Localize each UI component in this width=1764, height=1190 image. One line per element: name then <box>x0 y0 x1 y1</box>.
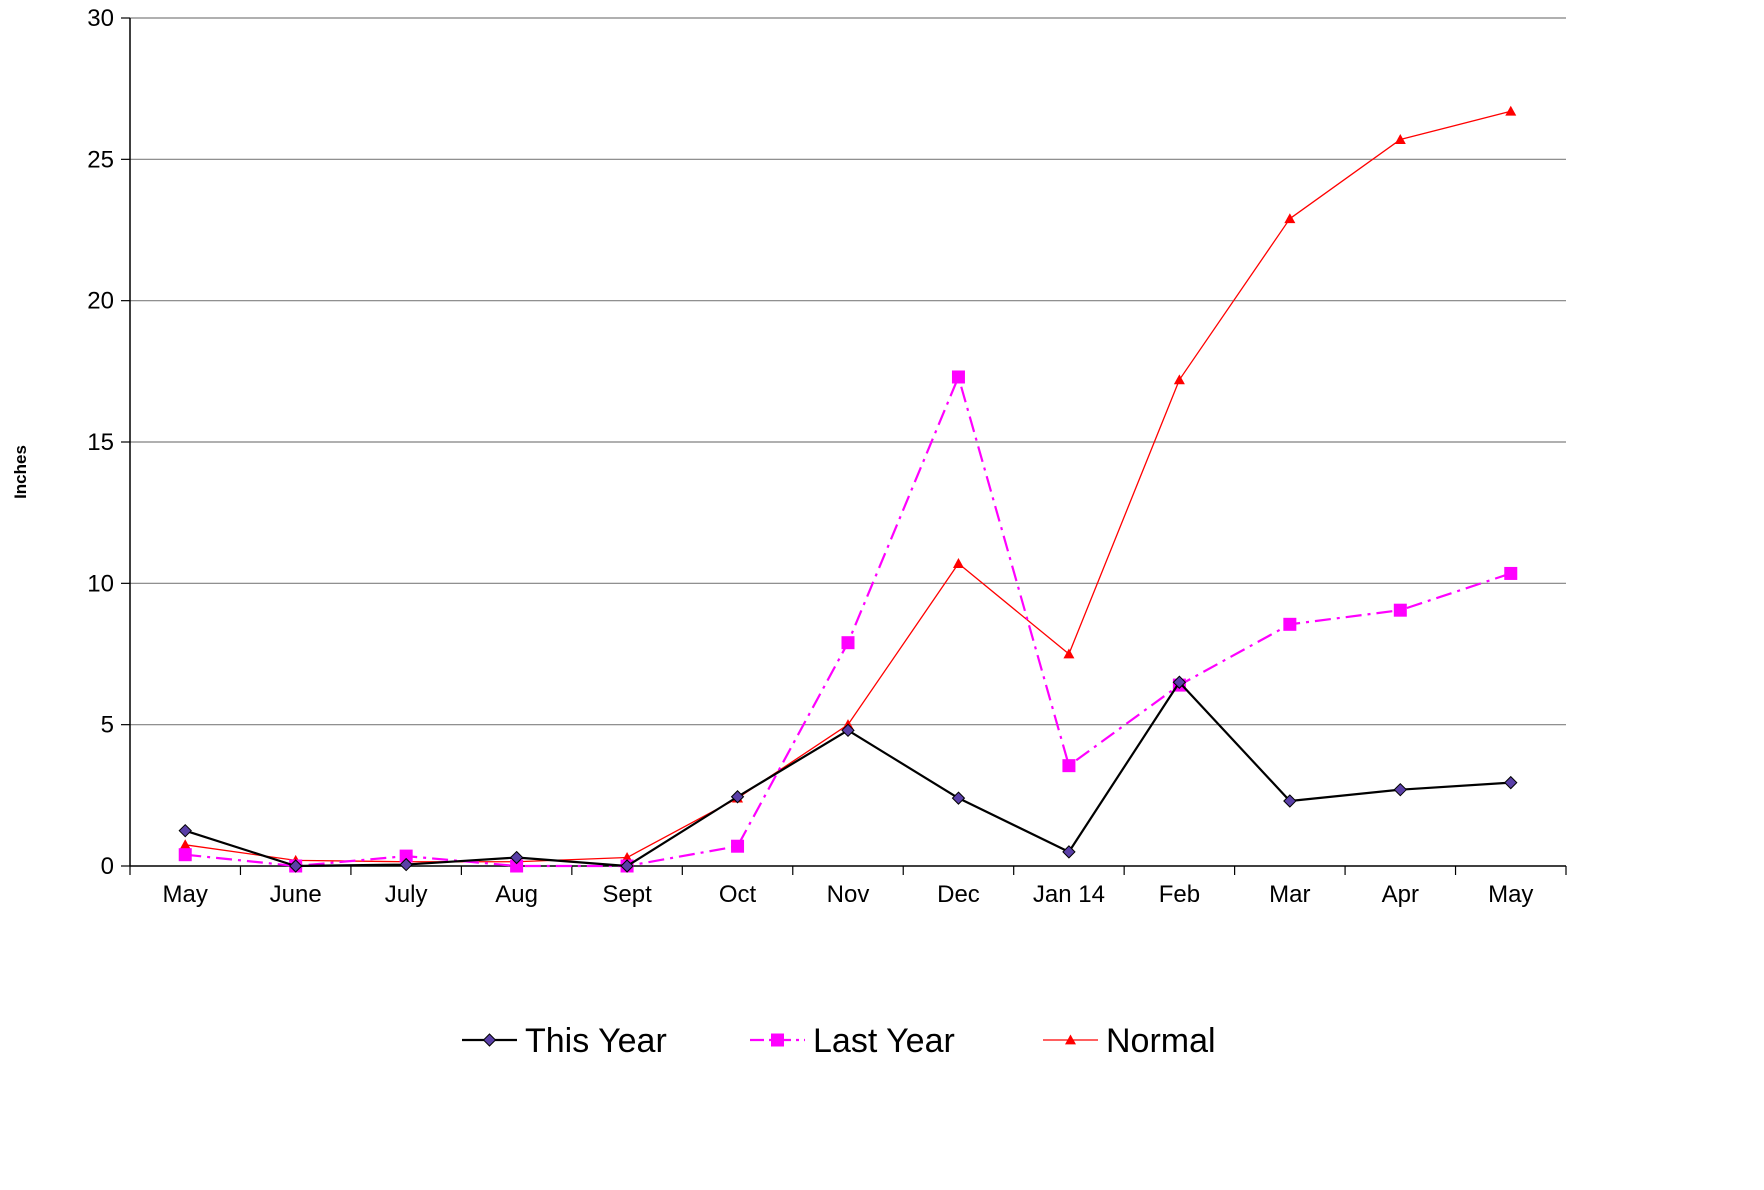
data-point <box>1173 374 1185 385</box>
data-point <box>1063 648 1075 659</box>
data-point <box>841 636 855 650</box>
legend-marker <box>482 1033 497 1047</box>
series-line <box>185 110 1511 863</box>
data-point <box>510 859 524 873</box>
data-point <box>731 839 745 853</box>
data-point <box>399 849 413 863</box>
y-tick-label: 5 <box>101 712 114 739</box>
data-point <box>1504 566 1518 580</box>
data-point <box>1283 794 1297 808</box>
data-point <box>399 857 413 872</box>
gridlines <box>130 17 1566 726</box>
data-point <box>1504 775 1518 790</box>
data-point <box>1172 675 1187 689</box>
x-tick-label: June <box>270 881 322 908</box>
x-tick-label: July <box>385 881 428 908</box>
x-tick-label: Oct <box>719 881 757 908</box>
series-this-year <box>178 675 1518 873</box>
data-point <box>951 370 965 384</box>
y-tick-label: 30 <box>87 5 114 32</box>
legend-item-normal: Normal <box>1043 1022 1216 1060</box>
legend: This Year Last Year Normal <box>462 1022 1216 1060</box>
x-tick-label: May <box>163 881 208 908</box>
y-tick-label: 25 <box>87 146 114 173</box>
legend-label: This Year <box>525 1022 667 1060</box>
data-point <box>621 852 633 862</box>
legend-label: Normal <box>1106 1022 1216 1060</box>
series-line <box>184 681 1511 868</box>
data-point <box>1505 105 1517 116</box>
x-tick-label: Aug <box>495 881 538 908</box>
x-tick-label: Mar <box>1269 881 1310 908</box>
data-point <box>1393 782 1408 797</box>
y-tick-label: 20 <box>87 288 114 315</box>
legend-item-this-year: This Year <box>462 1022 667 1060</box>
x-tick-label: Feb <box>1159 881 1200 908</box>
data-point <box>1393 603 1407 617</box>
data-point <box>1394 134 1406 144</box>
y-axis-ticks: 0 5 10 15 20 25 30 <box>87 5 130 880</box>
data-point <box>841 723 855 738</box>
y-axis-title: Inches <box>11 445 30 499</box>
data-point <box>1283 617 1297 631</box>
legend-item-last-year: Last Year <box>750 1022 955 1060</box>
x-tick-label: Apr <box>1382 881 1419 908</box>
data-point <box>951 791 966 805</box>
y-tick-label: 0 <box>101 853 114 880</box>
data-point <box>952 558 964 568</box>
data-point <box>1062 759 1076 773</box>
data-point <box>509 850 524 865</box>
x-axis-ticks: May June July Aug Sept Oct Nov Dec Jan 14 Feb Mar A… <box>129 866 1567 908</box>
data-point <box>1284 213 1296 224</box>
y-tick-label: 15 <box>87 429 114 456</box>
data-point <box>620 859 634 873</box>
data-point <box>288 859 303 873</box>
series-normal <box>179 105 1517 867</box>
x-tick-label: Jan 14 <box>1033 881 1105 908</box>
data-point <box>1062 845 1076 859</box>
legend-label: Last Year <box>813 1022 955 1060</box>
data-point <box>730 790 745 804</box>
data-point <box>178 823 192 838</box>
series-line <box>185 375 1512 868</box>
data-point <box>179 839 191 850</box>
x-tick-label: May <box>1488 881 1533 908</box>
data-point <box>178 848 192 862</box>
x-tick-label: Dec <box>937 881 980 908</box>
y-tick-label: 10 <box>87 570 114 597</box>
legend-marker <box>771 1033 784 1047</box>
legend-marker <box>1065 1034 1076 1045</box>
x-tick-label: Nov <box>827 881 870 908</box>
x-tick-label: Sept <box>602 881 652 908</box>
series-layer <box>178 105 1518 873</box>
